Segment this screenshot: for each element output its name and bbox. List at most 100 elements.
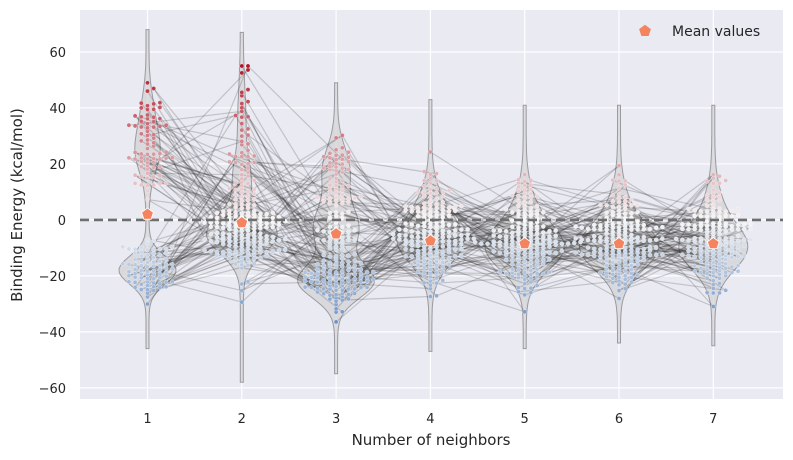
connection-line xyxy=(618,223,751,292)
swarm-point-4 xyxy=(459,253,464,259)
swarm-point-1 xyxy=(151,151,156,157)
swarm-point-6 xyxy=(653,245,659,250)
swarm-point-6 xyxy=(598,270,603,275)
swarm-point-7 xyxy=(742,237,747,243)
connection-line xyxy=(329,254,431,300)
swarm-point-4 xyxy=(440,190,446,195)
swarm-point-1 xyxy=(132,113,138,119)
connection-line xyxy=(342,295,431,301)
swarm-point-1 xyxy=(145,116,150,122)
swarm-point-6 xyxy=(622,273,628,279)
connection-line xyxy=(530,219,626,285)
swarm-point-4 xyxy=(428,207,433,212)
connection-line xyxy=(247,255,337,283)
swarm-point-4 xyxy=(465,232,470,237)
connection-line xyxy=(134,174,261,259)
swarm-point-1 xyxy=(126,155,132,161)
swarm-point-2 xyxy=(233,196,238,202)
swarm-point-1 xyxy=(145,247,150,253)
swarm-point-6 xyxy=(616,288,622,293)
swarm-point-1 xyxy=(157,116,163,121)
swarm-point-3 xyxy=(352,267,357,273)
swarm-point-2 xyxy=(220,209,226,214)
swarm-point-6 xyxy=(629,263,634,268)
swarm-point-2 xyxy=(251,196,257,202)
swarm-point-2 xyxy=(227,151,232,157)
swarm-point-4 xyxy=(440,204,446,210)
connection-line xyxy=(454,235,507,261)
connection-line xyxy=(625,257,714,290)
swarm-point-1 xyxy=(157,105,163,110)
connection-line xyxy=(587,247,714,273)
swarm-point-2 xyxy=(239,198,245,204)
swarm-point-2 xyxy=(239,240,245,245)
swarm-point-4 xyxy=(434,202,439,208)
swarm-point-6 xyxy=(635,202,640,208)
connection-line xyxy=(172,241,243,283)
swarm-point-1 xyxy=(145,294,150,300)
swarm-point-5 xyxy=(516,177,521,182)
swarm-point-3 xyxy=(302,278,308,284)
swarm-point-1 xyxy=(139,119,144,124)
connection-line xyxy=(253,200,324,237)
swarm-point-5 xyxy=(534,262,540,267)
connection-line xyxy=(241,154,343,246)
connection-line xyxy=(354,249,412,255)
swarm-point-6 xyxy=(622,260,628,265)
swarm-point-3 xyxy=(333,202,339,208)
swarm-point-1 xyxy=(151,101,156,107)
swarm-point-2 xyxy=(258,235,263,240)
swarm-point-5 xyxy=(485,241,490,246)
swarm-point-2 xyxy=(276,214,282,220)
swarm-point-7 xyxy=(748,226,753,231)
swarm-point-2 xyxy=(264,249,269,255)
swarm-point-7 xyxy=(711,278,716,283)
x-tick-label: 5 xyxy=(521,412,529,427)
swarm-point-1 xyxy=(170,279,175,284)
swarm-point-4 xyxy=(428,191,433,196)
connection-line xyxy=(430,188,532,263)
swarm-point-2 xyxy=(239,154,245,159)
swarm-point-1 xyxy=(132,267,138,272)
swarm-point-1 xyxy=(145,137,150,143)
swarm-point-6 xyxy=(622,199,628,204)
swarm-point-2 xyxy=(233,261,238,267)
swarm-point-7 xyxy=(692,269,697,274)
swarm-point-6 xyxy=(591,222,597,228)
swarm-point-3 xyxy=(327,182,333,188)
swarm-point-6 xyxy=(641,234,647,240)
swarm-point-7 xyxy=(692,235,697,241)
mean-marker-7 xyxy=(706,237,720,250)
connection-line xyxy=(153,188,243,288)
swarm-point-3 xyxy=(327,254,333,259)
swarm-point-4 xyxy=(434,171,439,176)
swarm-point-5 xyxy=(559,248,565,254)
swarm-point-4 xyxy=(421,269,427,275)
swarm-point-4 xyxy=(403,246,408,252)
swarm-point-7 xyxy=(717,236,722,242)
swarm-point-7 xyxy=(717,290,722,296)
swarm-point-6 xyxy=(622,268,628,274)
connection-line xyxy=(399,213,525,241)
swarm-point-5 xyxy=(510,253,515,258)
swarm-point-7 xyxy=(704,223,710,228)
swarm-point-3 xyxy=(315,237,320,242)
swarm-point-7 xyxy=(729,208,735,214)
swarm-point-6 xyxy=(635,247,640,252)
swarm-point-2 xyxy=(251,256,257,261)
connection-line xyxy=(436,179,519,206)
connection-line xyxy=(247,155,331,203)
swarm-point-7 xyxy=(698,251,704,256)
connection-line xyxy=(543,256,601,261)
connection-line xyxy=(348,225,437,297)
connection-line xyxy=(524,249,651,252)
swarm-point-2 xyxy=(227,232,232,237)
swarm-point-6 xyxy=(591,234,597,239)
swarm-point-7 xyxy=(717,190,722,196)
connection-line xyxy=(135,251,224,260)
swarm-point-4 xyxy=(446,243,452,248)
connection-line xyxy=(241,207,331,242)
swarm-point-1 xyxy=(126,122,132,128)
connection-line xyxy=(624,240,695,280)
swarm-point-3 xyxy=(346,267,351,273)
